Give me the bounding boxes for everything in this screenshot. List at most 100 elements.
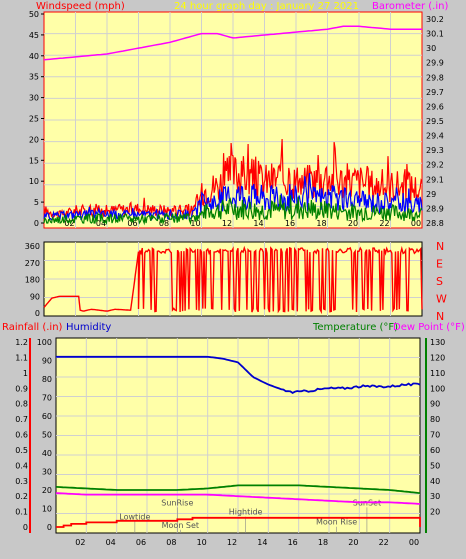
wind-x-tick: 20 bbox=[348, 219, 358, 228]
rain-x-tick: 08 bbox=[166, 538, 176, 547]
humidity-y-tick: 80 bbox=[42, 375, 52, 384]
wind-y-tick: 15 bbox=[29, 156, 39, 165]
temperature-axis-title: Temperature (°F) bbox=[312, 322, 398, 333]
event-annotation: Hightide bbox=[229, 508, 263, 517]
wind-y-tick: 35 bbox=[29, 73, 39, 82]
temp-y-tick: 30 bbox=[430, 492, 440, 501]
temp-y-tick: 100 bbox=[430, 384, 445, 393]
humidity-y-tick: 100 bbox=[37, 338, 52, 347]
wind-title: Windspeed (mph) bbox=[36, 1, 125, 12]
humidity-axis-title: Humidity bbox=[66, 322, 111, 333]
rain-y-tick: 0.7 bbox=[15, 415, 28, 424]
humidity-series-line bbox=[56, 355, 421, 394]
rain-x-tick: 14 bbox=[257, 538, 267, 547]
wind-avg-series-line bbox=[43, 195, 423, 226]
rainfall-series-line bbox=[56, 516, 421, 528]
baro-y-tick: 29.2 bbox=[426, 161, 444, 170]
rain-x-tick: 12 bbox=[227, 538, 237, 547]
baro-y-tick: 30.1 bbox=[426, 30, 444, 39]
baro-y-tick: 29.8 bbox=[426, 73, 444, 82]
wind-x-tick: 10 bbox=[190, 219, 200, 228]
direction-y-tick: 270 bbox=[25, 259, 40, 268]
baro-y-tick: 28.8 bbox=[426, 219, 444, 228]
rain-x-tick: 20 bbox=[348, 538, 358, 547]
humidity-y-tick: 50 bbox=[42, 431, 52, 440]
temp-y-tick: 90 bbox=[430, 400, 440, 409]
compass-label: N bbox=[436, 310, 444, 323]
wind-y-tick: 25 bbox=[29, 115, 39, 124]
rain-y-tick: 0.6 bbox=[15, 431, 28, 440]
graph-date-title: 24 hour graph day : January 27 2021 bbox=[174, 1, 359, 12]
compass-label: S bbox=[436, 275, 443, 288]
humidity-y-tick: 10 bbox=[42, 505, 52, 514]
baro-y-tick: 29.1 bbox=[426, 175, 444, 184]
wind-x-tick: 22 bbox=[379, 219, 389, 228]
wind-x-tick: 00 bbox=[411, 219, 421, 228]
dewpoint-series-line bbox=[55, 492, 421, 505]
temp-y-tick: 70 bbox=[430, 431, 440, 440]
wind-baro-plot: 0 5 10 15 20 25 30 35 40 45 50 28.8 28.9 29 29.1 29.2 29… bbox=[29, 10, 444, 229]
wind-x-tick: 12 bbox=[222, 219, 232, 228]
rain-y-tick: 0.5 bbox=[15, 446, 28, 455]
rain-y-tick: 0 bbox=[23, 523, 28, 532]
wind-y-tick: 20 bbox=[29, 135, 39, 144]
wind-y-tick: 10 bbox=[29, 177, 39, 186]
wind-y-tick: 5 bbox=[34, 198, 39, 207]
temp-y-tick: 130 bbox=[430, 338, 445, 347]
rain-y-tick: 0.2 bbox=[15, 492, 28, 501]
wind-x-tick: 08 bbox=[159, 219, 169, 228]
humidity-y-tick: 20 bbox=[42, 486, 52, 495]
barometer-series-line bbox=[43, 25, 422, 61]
wind-x-tick: 04 bbox=[96, 219, 106, 228]
baro-y-tick: 29.3 bbox=[426, 146, 444, 155]
baro-y-tick: 29.4 bbox=[426, 132, 444, 141]
wind-upper-series-line bbox=[43, 172, 423, 222]
rain-x-tick: 04 bbox=[106, 538, 116, 547]
wind-y-tick: 50 bbox=[29, 10, 39, 19]
baro-y-tick: 28.9 bbox=[426, 204, 444, 213]
humidity-y-tick: 40 bbox=[42, 449, 52, 458]
rain-y-tick: 0.9 bbox=[15, 384, 28, 393]
rainfall-axis-title: Rainfall (.in) bbox=[2, 322, 63, 333]
direction-series-line bbox=[43, 245, 423, 315]
direction-y-tick: 0 bbox=[35, 309, 40, 318]
temp-y-tick: 20 bbox=[430, 508, 440, 517]
humidity-y-tick: 60 bbox=[42, 412, 52, 421]
compass-label: W bbox=[436, 293, 447, 306]
direction-y-tick: 360 bbox=[25, 242, 40, 251]
wind-y-tick: 0 bbox=[34, 219, 39, 228]
compass-label: N bbox=[436, 240, 444, 253]
wind-y-tick: 40 bbox=[29, 52, 39, 61]
gust-series-line bbox=[43, 138, 423, 219]
event-annotation: Moon Rise bbox=[316, 518, 357, 527]
temperature-series-line bbox=[55, 484, 421, 494]
rain-x-tick: 02 bbox=[75, 538, 85, 547]
baro-y-tick: 29 bbox=[426, 190, 436, 199]
rain-x-tick: 06 bbox=[136, 538, 146, 547]
rain-hum-temp-plot: 0 0.1 0.2 0.3 0.4 0.5 0.6 0.7 0.8 0.9 1 1.1 1.2 0 10 20… bbox=[15, 337, 445, 547]
temp-y-tick: 40 bbox=[430, 477, 440, 486]
rain-y-tick: 1.1 bbox=[15, 353, 28, 362]
direction-y-tick: 180 bbox=[25, 276, 40, 285]
wind-x-tick: 06 bbox=[127, 219, 137, 228]
rain-x-tick: 16 bbox=[288, 538, 298, 547]
humidity-y-tick: 0 bbox=[47, 523, 52, 532]
event-annotation: Moon Set bbox=[162, 521, 199, 530]
rain-y-tick: 0.4 bbox=[15, 461, 28, 470]
baro-y-tick: 30 bbox=[426, 44, 436, 53]
wind-y-tick: 30 bbox=[29, 94, 39, 103]
direction-y-tick: 90 bbox=[30, 292, 40, 301]
baro-y-tick: 29.5 bbox=[426, 117, 444, 126]
rain-x-tick: 18 bbox=[318, 538, 328, 547]
rain-x-tick: 22 bbox=[379, 538, 389, 547]
wind-x-tick: 14 bbox=[253, 219, 263, 228]
temp-y-tick: 110 bbox=[430, 369, 445, 378]
event-annotation: SunRise bbox=[161, 498, 193, 507]
event-annotation: Lowtide bbox=[119, 512, 150, 521]
rain-x-tick: 00 bbox=[409, 538, 419, 547]
temp-y-tick: 80 bbox=[430, 415, 440, 424]
baro-y-tick: 30.2 bbox=[426, 15, 444, 24]
temp-y-tick: 60 bbox=[430, 446, 440, 455]
